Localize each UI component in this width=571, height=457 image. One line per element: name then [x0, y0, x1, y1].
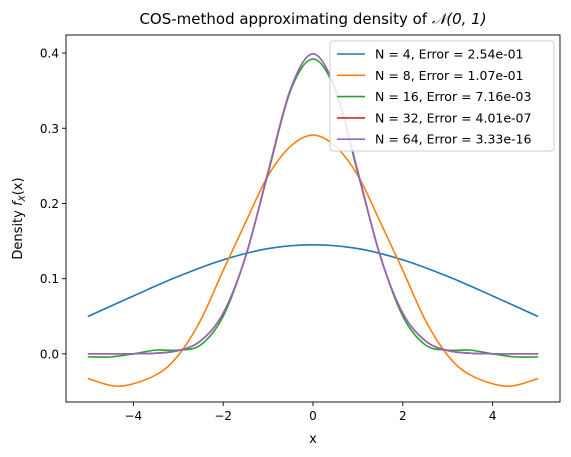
legend-label-3: N = 16, Error = 7.16e-03 [375, 89, 531, 104]
y-tick-label: 0.2 [40, 197, 59, 211]
x-axis-label: x [309, 432, 317, 447]
x-tick-label: −2 [214, 409, 232, 423]
x-tick-label: 4 [489, 409, 497, 423]
x-tick-label: −4 [125, 409, 143, 423]
y-tick-label: 0.3 [40, 122, 59, 136]
series-line-2 [87, 134, 539, 388]
series-lines [87, 53, 539, 388]
series-line-5 [87, 53, 539, 355]
y-tick-label: 0.1 [40, 272, 59, 286]
legend-box [329, 40, 555, 152]
series-line-1 [87, 244, 539, 318]
legend-label-2: N = 8, Error = 1.07e-01 [375, 68, 524, 83]
y-tick-label: 0.4 [40, 47, 59, 61]
series-line-3 [87, 58, 539, 358]
legend-label-4: N = 32, Error = 4.01e-07 [375, 110, 531, 125]
x-tick-label: 2 [399, 409, 407, 423]
legend: N = 4, Error = 2.54e-01 N = 8, Error = 1.… [329, 40, 555, 152]
x-tick-label: 0 [309, 409, 317, 423]
y-axis-label: Density fX(x) [11, 177, 28, 259]
y-tick-label: 0.0 [40, 347, 59, 361]
legend-label-5: N = 64, Error = 3.33e-16 [375, 132, 531, 147]
legend-label-1: N = 4, Error = 2.54e-01 [375, 47, 524, 62]
chart-title: COS-method approximating density of 𝒩(0,… [139, 10, 486, 28]
legend-items: N = 4, Error = 2.54e-01 N = 8, Error = 1.… [337, 47, 531, 147]
y-axis: 0.0 0.1 0.2 0.3 0.4 [40, 47, 66, 361]
x-axis: −4 −2 0 2 4 [125, 402, 497, 423]
